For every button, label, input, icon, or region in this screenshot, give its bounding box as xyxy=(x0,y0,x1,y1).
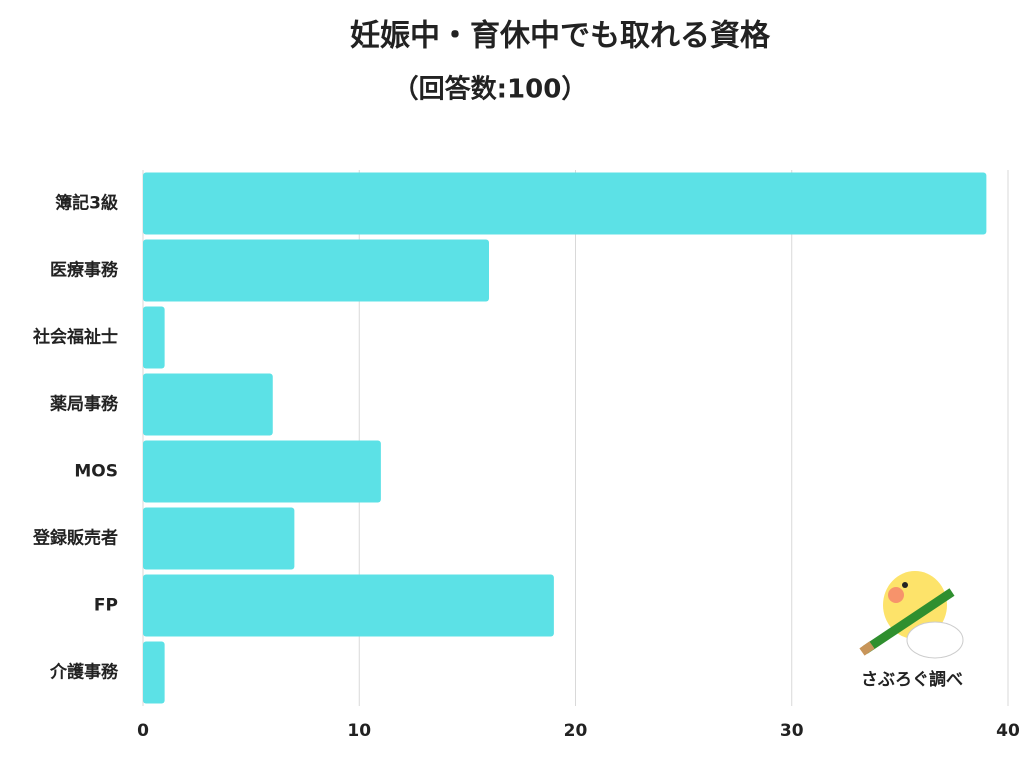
y-tick-label: MOS xyxy=(74,462,118,482)
x-tick-label: 40 xyxy=(996,721,1020,741)
y-tick-label: 薬局事務 xyxy=(50,394,119,415)
chart-subtitle: （回答数:100） xyxy=(393,74,588,105)
bar xyxy=(143,373,273,436)
bar xyxy=(143,440,381,503)
y-tick-label: 社会福祉士 xyxy=(32,327,118,348)
y-tick-label: 登録販売者 xyxy=(32,528,118,549)
y-tick-label: 医療事務 xyxy=(50,260,119,281)
mascot-icon xyxy=(859,571,964,659)
x-tick-label: 20 xyxy=(564,721,588,741)
bar xyxy=(143,306,165,369)
bar xyxy=(143,239,489,302)
chart-title: 妊娠中・育休中でも取れる資格 xyxy=(350,19,771,54)
bar xyxy=(143,172,987,235)
bar xyxy=(143,507,295,570)
y-tick-label: 介護事務 xyxy=(49,662,119,683)
x-tick-label: 30 xyxy=(780,721,804,741)
x-tick-label: 10 xyxy=(347,721,371,741)
y-tick-label: 簿記3級 xyxy=(55,193,118,214)
y-tick-label: FP xyxy=(94,596,118,616)
x-tick-label: 0 xyxy=(137,721,149,741)
bar xyxy=(143,641,165,704)
source-note: さぶろぐ調べ xyxy=(861,669,963,690)
bar xyxy=(143,574,554,637)
